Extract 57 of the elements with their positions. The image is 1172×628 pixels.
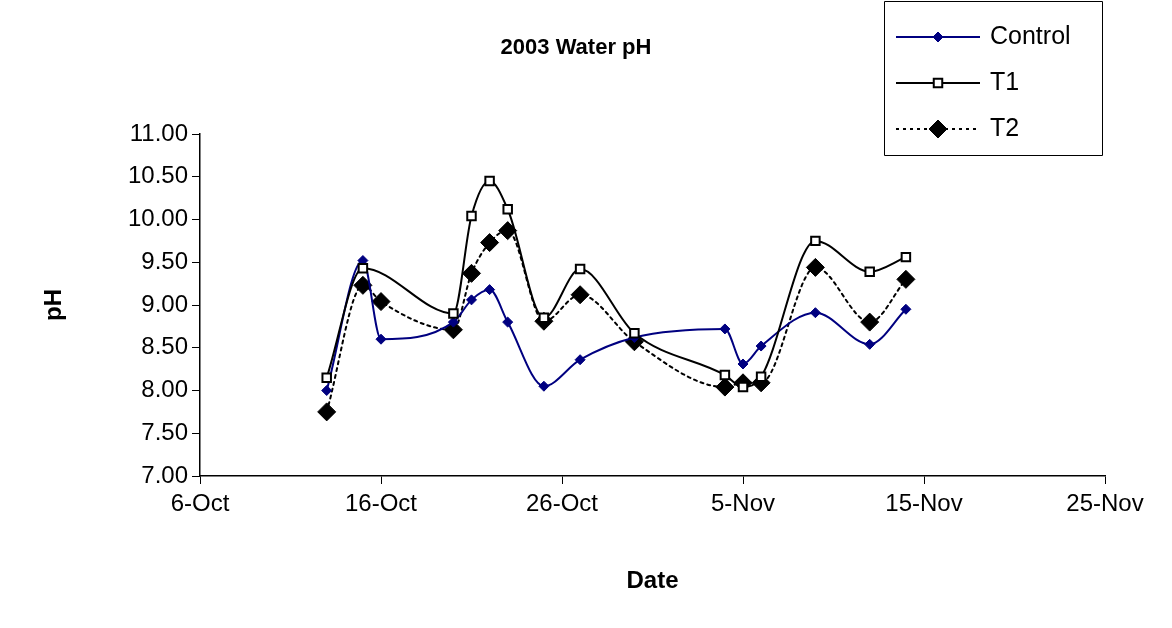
point <box>719 323 731 335</box>
y-tick-label: 7.50 <box>141 417 188 445</box>
point <box>629 327 640 339</box>
point <box>810 235 821 247</box>
point <box>321 372 332 383</box>
chart-title: 2003 Water pH <box>500 34 652 60</box>
y-tick-label: 11.00 <box>129 118 188 146</box>
point <box>864 338 876 350</box>
point <box>538 380 550 392</box>
point <box>864 266 875 277</box>
point <box>375 333 387 345</box>
y-tick-label: 9.50 <box>141 246 188 274</box>
x-tick-label: 6-Oct <box>170 489 230 517</box>
y-tick-label: 10.00 <box>127 204 188 232</box>
point <box>357 262 369 274</box>
x-tick-label: 16-Oct <box>344 489 418 517</box>
point <box>805 257 825 277</box>
point <box>719 369 731 381</box>
point <box>466 210 477 222</box>
point <box>574 354 586 366</box>
point <box>570 285 590 305</box>
y-tick-label: 8.00 <box>141 375 188 403</box>
point <box>900 303 912 315</box>
point <box>448 308 459 319</box>
x-tick-label: 15-Nov <box>885 489 963 517</box>
point <box>900 251 912 263</box>
point <box>715 377 735 397</box>
y-axis-title: pH <box>39 289 67 321</box>
x-tick-label: 26-Oct <box>525 489 599 517</box>
point <box>809 307 821 319</box>
point <box>502 316 514 328</box>
point <box>321 385 333 396</box>
point <box>502 204 513 215</box>
point <box>574 263 586 275</box>
point <box>371 292 391 312</box>
point <box>480 233 500 253</box>
y-tick-label: 10.50 <box>127 161 188 189</box>
point <box>484 284 496 296</box>
point <box>353 275 373 295</box>
point <box>462 263 481 283</box>
x-axis-title: Date <box>626 566 679 594</box>
point <box>484 175 495 187</box>
point <box>755 340 767 352</box>
point <box>860 312 880 332</box>
x-tick-label: 5-Nov <box>710 489 776 517</box>
legend-label: T2 <box>990 112 1020 141</box>
point <box>737 358 749 370</box>
x-tick-label: 25-Nov <box>1066 489 1144 517</box>
y-tick-label: 8.50 <box>141 332 188 360</box>
y-tick-label: 9.00 <box>141 289 188 317</box>
legend-label: T1 <box>990 66 1020 95</box>
point <box>466 294 477 306</box>
point <box>896 269 916 289</box>
point <box>498 221 518 241</box>
point <box>317 402 337 422</box>
legend-label: Control <box>990 20 1071 49</box>
y-tick-label: 7.00 <box>141 460 188 488</box>
